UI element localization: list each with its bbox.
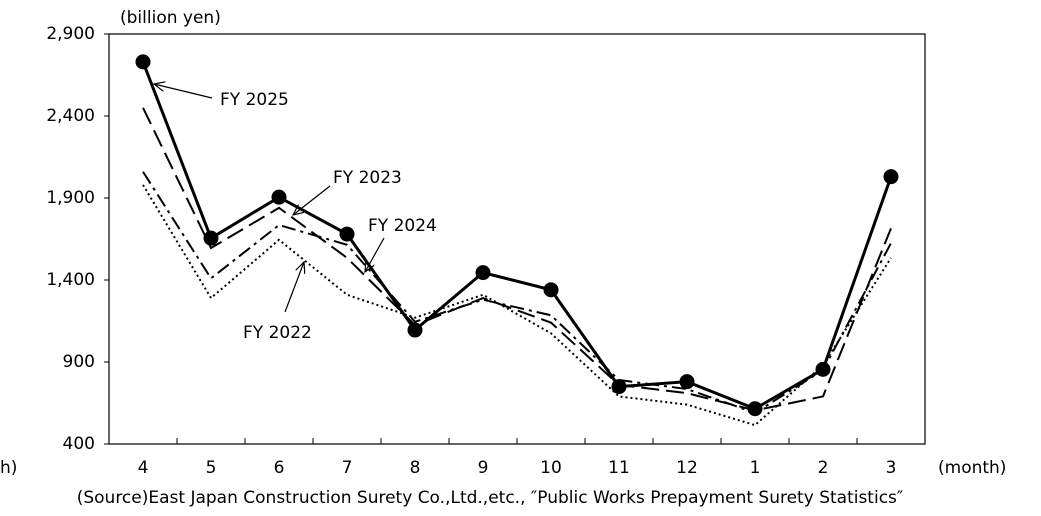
series-line [142,107,892,412]
x-tick-label: 11 [608,458,630,478]
annotation-arrow [284,262,304,313]
series-annotation: FY 2025 [220,90,289,110]
point-marker [271,189,287,205]
point-marker [679,374,695,390]
annotation-arrow [154,84,213,99]
y-tick-label: 2,900 [46,24,95,44]
x-tick-label: 1 [750,458,761,478]
point-marker [203,230,219,246]
y-tick-label: 900 [63,352,95,372]
x-tick-label: 6 [274,458,285,478]
point-marker [815,361,831,377]
x-tick-label: 9 [478,458,489,478]
y-tick-label: 1,400 [46,270,95,290]
source-note: (Source)East Japan Construction Surety C… [77,488,904,508]
x-unit-label: (month) [938,458,1006,478]
y-tick-label: 400 [63,434,95,454]
series-line [141,61,893,411]
annotation-arrow [365,237,385,272]
x-tick-label: 10 [540,458,562,478]
y-tick-label: 1,900 [46,188,95,208]
x-tick-label: 4 [138,458,149,478]
point-marker [747,401,763,417]
annotation-arrow [293,185,331,215]
point-marker [611,379,627,395]
x-tick-label: 7 [342,458,353,478]
x-tick-label: 2 [818,458,829,478]
series-annotation: FY 2024 [368,216,437,236]
x-tick-label: 8 [410,458,421,478]
x-tick-label: 5 [206,458,217,478]
point-marker [135,54,151,70]
point-marker [339,226,355,242]
series-line [142,171,892,414]
clipped-label: h) [0,458,17,478]
series-annotation: FY 2023 [333,168,402,188]
point-marker [475,265,491,281]
y-tick-label: 2,400 [46,106,95,126]
point-marker [883,169,899,185]
x-tick-label: 3 [886,458,897,478]
point-marker [543,282,559,298]
series-line [142,184,892,427]
series-annotation: FY 2022 [243,323,312,343]
x-tick-label: 12 [676,458,698,478]
y-unit-label: (billion yen) [120,8,221,28]
point-marker [407,322,423,338]
